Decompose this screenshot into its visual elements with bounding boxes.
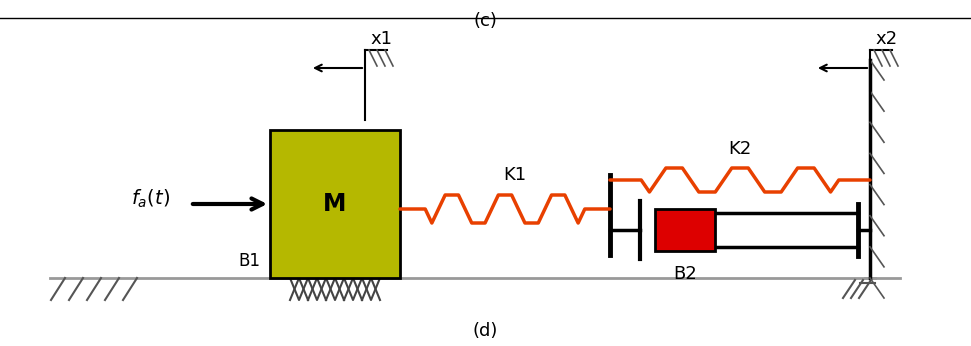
Bar <box>655 209 715 251</box>
Text: (c): (c) <box>473 12 497 30</box>
Text: K2: K2 <box>728 140 752 158</box>
Bar <box>270 130 400 278</box>
Text: B1: B1 <box>238 252 260 270</box>
Text: K1: K1 <box>503 166 526 184</box>
Text: $f_a(t)$: $f_a(t)$ <box>131 188 170 210</box>
Text: x1: x1 <box>370 30 392 48</box>
Text: M: M <box>323 192 347 216</box>
Text: B2: B2 <box>673 265 697 283</box>
Text: x2: x2 <box>875 30 897 48</box>
Text: (d): (d) <box>472 322 498 340</box>
